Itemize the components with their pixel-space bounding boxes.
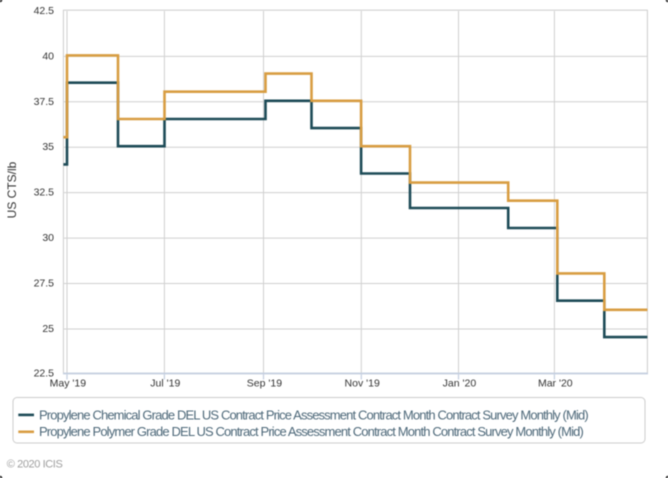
svg-text:Sep '19: Sep '19 [247, 377, 282, 389]
svg-text:42.5: 42.5 [34, 5, 55, 17]
svg-text:US CTS/lb: US CTS/lb [5, 161, 19, 218]
svg-text:37.5: 37.5 [34, 96, 55, 108]
svg-text:40: 40 [42, 50, 54, 62]
svg-text:Jan '20: Jan '20 [443, 377, 477, 389]
svg-text:© 2020 ICIS: © 2020 ICIS [7, 459, 63, 471]
svg-text:32.5: 32.5 [34, 187, 55, 199]
svg-text:Propylene Chemical Grade DEL U: Propylene Chemical Grade DEL US Contract… [39, 408, 589, 423]
svg-text:22.5: 22.5 [34, 367, 55, 379]
svg-text:35: 35 [42, 141, 54, 153]
svg-text:25: 25 [42, 323, 54, 335]
svg-text:Nov '19: Nov '19 [345, 377, 380, 389]
svg-text:Mar '20: Mar '20 [538, 377, 573, 389]
svg-text:27.5: 27.5 [34, 278, 55, 290]
svg-text:May '19: May '19 [50, 377, 87, 389]
svg-text:Propylene Polymer Grade DEL US: Propylene Polymer Grade DEL US Contract … [39, 424, 584, 439]
svg-text:Jul '19: Jul '19 [150, 377, 180, 389]
svg-text:30: 30 [42, 232, 54, 244]
